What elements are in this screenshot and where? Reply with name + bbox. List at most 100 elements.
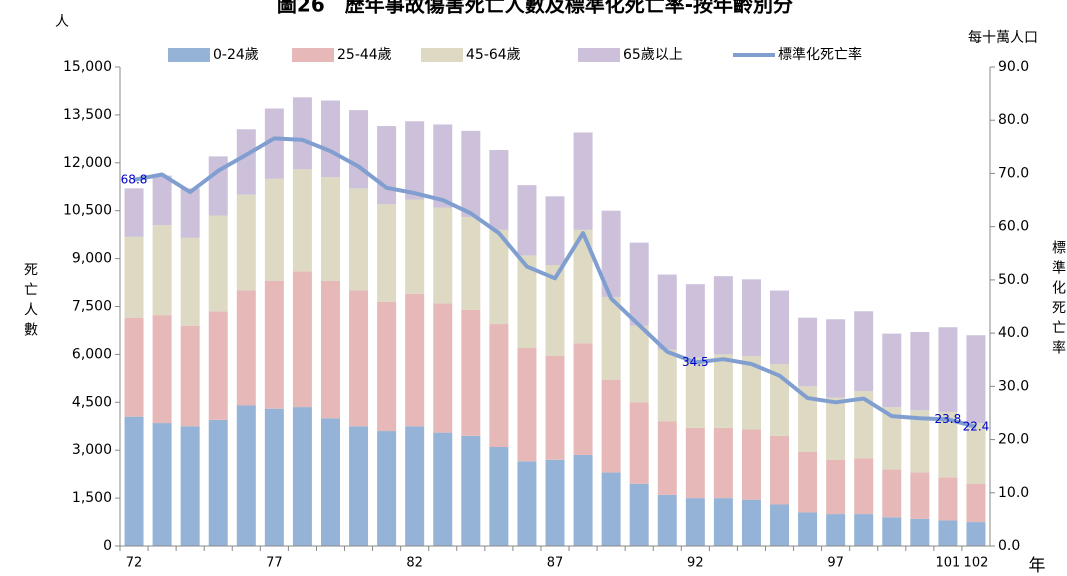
bar-segment	[938, 327, 958, 412]
bar-segment	[320, 280, 340, 419]
y-tick-label: 9,000	[72, 251, 112, 267]
bar-segment	[966, 522, 986, 546]
y-tick-label: 7,500	[72, 299, 112, 315]
bar-segment	[882, 333, 902, 408]
bar-segment	[517, 185, 537, 256]
data-label: 23.8	[935, 412, 962, 426]
bar-segment	[461, 130, 481, 218]
bar-segment	[433, 432, 453, 546]
bar-segment	[517, 461, 537, 546]
x-label: 年	[1029, 556, 1046, 576]
bar-segment	[741, 429, 761, 500]
legend-label: 45-64歲	[466, 47, 521, 63]
bar-segment	[489, 324, 509, 448]
bar-segment	[180, 237, 200, 326]
y-label: 死亡人數	[22, 262, 38, 342]
y-tick-label: 0	[103, 538, 112, 554]
bar-segment	[629, 402, 649, 484]
legend-label: 0-24歲	[213, 47, 259, 63]
bar-segment	[713, 354, 733, 428]
data-label: 34.5	[682, 355, 709, 369]
x-tick-label: 77	[266, 556, 283, 571]
bar-segment	[573, 454, 593, 546]
bar-segment	[938, 477, 958, 521]
bar-segment	[657, 494, 677, 546]
bar-segment	[826, 459, 846, 515]
bar-segment	[741, 499, 761, 546]
bar-segment	[208, 419, 228, 546]
x-tick-label: 101	[935, 556, 960, 571]
bar-segment	[545, 264, 565, 356]
bar-segment	[826, 514, 846, 546]
bar-segment	[826, 319, 846, 398]
bar-segment	[377, 431, 397, 546]
y2-tick-label: 60.0	[998, 219, 1029, 235]
y2-tick-label: 80.0	[998, 112, 1029, 128]
bar-segment	[377, 301, 397, 432]
bar-segment	[798, 317, 818, 387]
bar-segment	[124, 416, 144, 546]
bar-segment	[236, 405, 256, 546]
chart-title: 圖26 歷年事故傷害死亡人數及標準化死亡率-按年齡別分	[277, 0, 793, 17]
bar-segment	[826, 397, 846, 460]
bar-segment	[152, 315, 172, 424]
bar-segment	[180, 426, 200, 546]
bar-segment	[124, 188, 144, 237]
bar-segment	[264, 178, 284, 281]
y-tick-label: 15,000	[63, 59, 112, 75]
bar-segment	[657, 274, 677, 350]
bar-segment	[657, 349, 677, 422]
bar-segment	[882, 469, 902, 518]
bar-segment	[966, 483, 986, 523]
bar-segment	[152, 225, 172, 316]
bar-segment	[545, 459, 565, 546]
y-tick-label: 13,500	[63, 107, 112, 123]
bar-segment	[489, 447, 509, 546]
bar-segment	[236, 290, 256, 406]
bar-segment	[292, 169, 312, 272]
bar-segment	[320, 418, 340, 546]
y-tick-label: 4,500	[72, 394, 112, 410]
bar-segment	[292, 407, 312, 546]
bar-segment	[601, 296, 621, 380]
bar-segment	[208, 215, 228, 312]
legend-swatch	[168, 48, 210, 62]
bar-segment	[377, 204, 397, 302]
bar-segment	[629, 325, 649, 403]
y2-label-top: 每十萬人口	[968, 30, 1038, 46]
bar-segment	[517, 255, 537, 349]
bar-segment	[433, 124, 453, 208]
bar-segment	[377, 126, 397, 205]
bar-segment	[349, 290, 369, 427]
legend-label: 標準化死亡率	[778, 46, 862, 63]
bar-segment	[938, 411, 958, 478]
y-tick-label: 10,500	[63, 203, 112, 219]
x-tick-label: 72	[126, 556, 143, 571]
bar-segment	[124, 317, 144, 417]
bar-segment	[517, 348, 537, 462]
bar-segment	[882, 517, 902, 546]
bar-segment	[770, 290, 790, 364]
x-tick-label: 82	[406, 556, 423, 571]
bar-segment	[152, 423, 172, 546]
y2-tick-label: 90.0	[998, 59, 1029, 75]
bar-segment	[741, 279, 761, 356]
bar-segment	[657, 421, 677, 495]
legend-label: 25-44歲	[337, 47, 392, 63]
bar-segment	[208, 156, 228, 216]
y2-tick-label: 0.0	[998, 538, 1020, 554]
bar-segment	[545, 196, 565, 265]
bar-segment	[601, 379, 621, 473]
bar-segment	[236, 129, 256, 195]
y2-tick-label: 40.0	[998, 325, 1029, 341]
y-tick-label: 12,000	[63, 155, 112, 171]
y-label-top: 人	[55, 14, 69, 30]
bar-segment	[264, 280, 284, 409]
bar-segment	[713, 427, 733, 499]
bar-segment	[910, 332, 930, 411]
bar-segment	[854, 514, 874, 546]
y2-tick-label: 50.0	[998, 272, 1029, 288]
bar-segment	[573, 343, 593, 455]
bar-segment	[349, 426, 369, 546]
